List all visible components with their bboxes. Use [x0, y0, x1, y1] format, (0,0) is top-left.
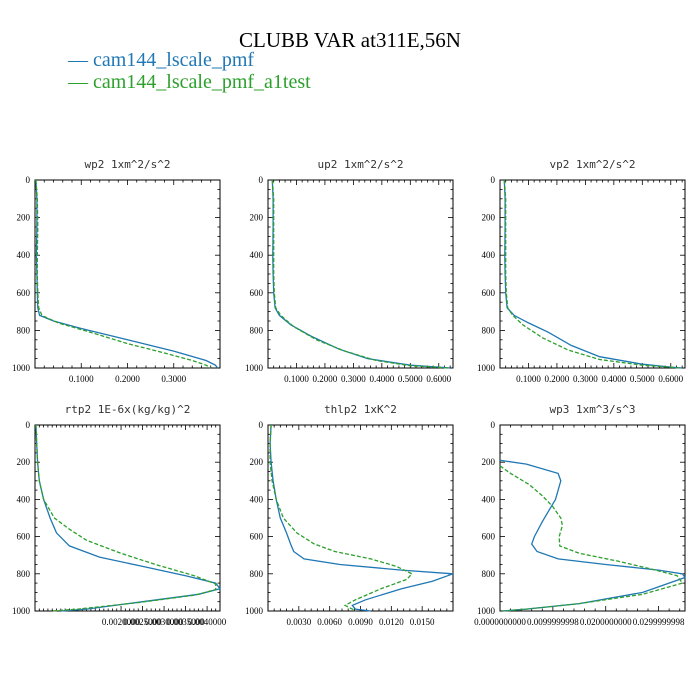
y-tick-label: 200: [250, 213, 264, 223]
x-tick-label: 0.0040000: [188, 617, 227, 627]
y-tick-label: 200: [17, 457, 31, 467]
x-tick-label: 0.0030: [286, 617, 311, 627]
x-tick-label: 0.3000: [341, 374, 366, 384]
x-tick-label: 0.0060: [317, 617, 342, 627]
panel-5: thlp2 1xK^2 0 200 400 600 800 1000 0.0030 0.0060…: [245, 403, 454, 627]
panel-2: up2 1xm^2/s^2 0 200 400 600 800 1000 0.1000 0.20…: [245, 158, 454, 384]
x-tick-label: 0.1000: [69, 374, 94, 384]
series-line-cam144_lscale_pmf: [503, 179, 683, 369]
x-tick-label: 0.0035000: [166, 617, 205, 627]
x-tick-label: 0.0120: [379, 617, 404, 627]
y-tick-label: 1000: [477, 363, 496, 373]
panel-6: wp3 1xm^3/s^3 0 200 400 600 800 10000.00000000…: [474, 403, 687, 627]
plot-frame: [267, 179, 454, 369]
x-tick-label: 0.2000: [115, 374, 140, 384]
y-tick-label: 1000: [245, 363, 264, 373]
x-tick-label: 0.6000: [658, 374, 683, 384]
y-tick-label: 600: [482, 288, 496, 298]
plot-frame: [34, 424, 221, 612]
y-tick-label: 0: [26, 175, 31, 185]
y-tick-label: 600: [250, 288, 264, 298]
x-tick-label: 0.3000: [161, 374, 186, 384]
series-line-cam144_lscale_pmf: [35, 179, 219, 369]
y-tick-label: 1000: [245, 606, 264, 616]
y-tick-label: 800: [17, 325, 31, 335]
legend-entry-cam144-lscale-pmf-a1test: — cam144_lscale_pmf_a1test: [68, 71, 311, 93]
x-tick-label: 0.0090: [348, 617, 373, 627]
legend-entry-cam144-lscale-pmf: — cam144_lscale_pmf: [68, 49, 255, 71]
y-tick-label: 800: [250, 325, 264, 335]
x-tick-label: 0.1000: [516, 374, 541, 384]
panel-title: rtp2 1E-6x(kg/kg)^2: [65, 403, 191, 416]
panel-3: vp2 1xm^2/s^2 0 200 400 600 800 1000 0.1000 0.20…: [477, 158, 686, 384]
y-tick-label: 0: [259, 175, 264, 185]
series-line-cam144_lscale_pmf: [499, 459, 687, 612]
y-tick-label: 600: [250, 532, 264, 542]
series-line-cam144_lscale_pmf_a1test: [269, 424, 413, 612]
x-tick-label: 0.0025000: [123, 617, 162, 627]
series-line-cam144_lscale_pmf_a1test: [35, 179, 212, 369]
series-line-cam144_lscale_pmf: [271, 179, 451, 369]
x-tick-label: 0.5000: [630, 374, 655, 384]
x-tick-label: 0.0030000: [145, 617, 184, 627]
panel-1: wp2 1xm^2/s^2 0 200 400 600 800 1000 0.1000 0.20…: [12, 158, 221, 384]
x-tick-label: 0.2000: [313, 374, 338, 384]
y-tick-label: 400: [482, 250, 496, 260]
y-tick-label: 600: [482, 532, 496, 542]
x-tick-label: 0.5000: [398, 374, 423, 384]
y-tick-label: 1000: [12, 606, 31, 616]
y-tick-label: 800: [482, 325, 496, 335]
y-tick-label: 800: [17, 569, 31, 579]
x-tick-label: 0.1000: [284, 374, 309, 384]
series-line-cam144_lscale_pmf_a1test: [271, 179, 448, 369]
y-tick-label: 800: [250, 569, 264, 579]
y-tick-label: 0: [259, 420, 264, 430]
plot-frame: [499, 424, 686, 612]
y-tick-label: 200: [482, 457, 496, 467]
y-tick-label: 0: [491, 175, 496, 185]
y-tick-label: 200: [482, 213, 496, 223]
y-tick-label: 400: [482, 494, 496, 504]
x-tick-label: 0.4000: [369, 374, 394, 384]
series-line-cam144_lscale_pmf: [35, 424, 222, 612]
series-line-cam144_lscale_pmf_a1test: [503, 179, 680, 369]
plot-frame: [499, 179, 686, 369]
x-tick-label: 0.4000: [601, 374, 626, 384]
figure-title: CLUBB VAR at311E,56N: [239, 28, 461, 52]
y-tick-label: 600: [17, 288, 31, 298]
y-tick-label: 400: [17, 250, 31, 260]
x-tick-label: 0.0200000000: [580, 617, 632, 627]
x-tick-label: 0.3000: [573, 374, 598, 384]
y-tick-label: 800: [482, 569, 496, 579]
x-tick-label: 0.2000: [545, 374, 570, 384]
series-line-cam144_lscale_pmf: [269, 424, 454, 612]
x-tick-label: 0.0299999998: [633, 617, 685, 627]
panel-title: up2 1xm^2/s^2: [317, 158, 403, 171]
panel-title: thlp2 1xK^2: [324, 403, 397, 416]
y-tick-label: 200: [17, 213, 31, 223]
y-tick-label: 200: [250, 457, 264, 467]
panel-title: vp2 1xm^2/s^2: [549, 158, 635, 171]
x-tick-label: 0.0020000: [102, 617, 141, 627]
y-tick-label: 400: [250, 494, 264, 504]
y-tick-label: 0: [491, 420, 496, 430]
x-tick-label: 0.0099999998: [527, 617, 579, 627]
series-line-cam144_lscale_pmf_a1test: [499, 465, 684, 612]
series-line-cam144_lscale_pmf_a1test: [35, 424, 217, 612]
x-tick-label: 0.0150: [410, 617, 435, 627]
y-tick-label: 1000: [477, 606, 496, 616]
x-tick-label: 0.0000000000: [474, 617, 526, 627]
panel-title: wp3 1xm^3/s^3: [549, 403, 635, 416]
panel-4: rtp2 1E-6x(kg/kg)^2 0 200 400 600 800 1000 0.00…: [12, 403, 227, 627]
y-tick-label: 600: [17, 532, 31, 542]
y-tick-label: 1000: [12, 363, 31, 373]
panel-title: wp2 1xm^2/s^2: [84, 158, 170, 171]
y-tick-label: 400: [250, 250, 264, 260]
x-tick-label: 0.6000: [426, 374, 451, 384]
y-tick-label: 400: [17, 494, 31, 504]
y-tick-label: 0: [26, 420, 31, 430]
